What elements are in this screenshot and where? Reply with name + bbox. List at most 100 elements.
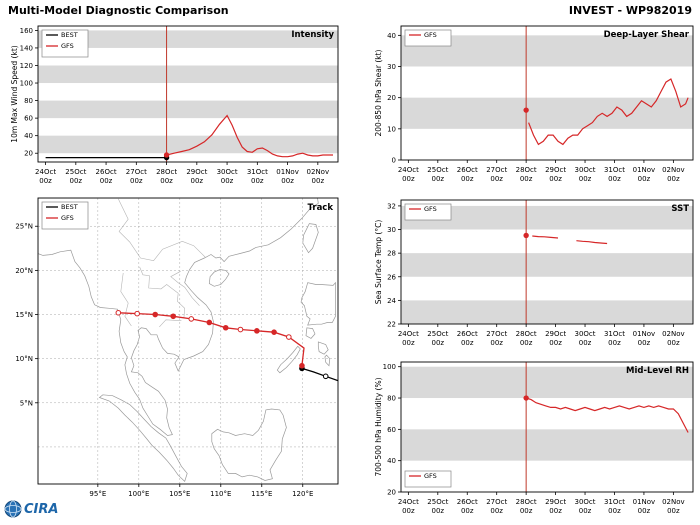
country-border xyxy=(170,271,200,306)
x-tick-sublabel: 00z xyxy=(432,339,445,347)
plot-frame xyxy=(37,25,339,163)
x-tick-sublabel: 00z xyxy=(490,175,503,183)
x-tick-label: 29Oct xyxy=(545,166,566,174)
plot-frame xyxy=(400,199,694,325)
lat-tick-label: 20°N xyxy=(15,267,33,275)
x-tick-label: 26Oct xyxy=(96,168,117,176)
x-tick-label: 27Oct xyxy=(486,166,507,174)
x-tick-label: 27Oct xyxy=(486,330,507,338)
y-tick-label: 30 xyxy=(387,63,396,71)
x-tick-sublabel: 00z xyxy=(461,175,474,183)
x-tick-sublabel: 00z xyxy=(461,339,474,347)
land-sumatra xyxy=(98,394,188,483)
plot-frame xyxy=(400,361,694,493)
x-tick-sublabel: 00z xyxy=(281,177,294,185)
y-tick-label: 28 xyxy=(387,250,396,258)
y-tick-label: 0 xyxy=(392,157,396,165)
x-tick-label: 30Oct xyxy=(575,330,596,338)
country-border xyxy=(118,198,206,262)
y-tick-label: 80 xyxy=(24,97,33,105)
x-tick-sublabel: 00z xyxy=(579,507,592,515)
gfs-marker xyxy=(163,152,170,158)
x-tick-sublabel: 00z xyxy=(579,175,592,183)
legend-label: BEST xyxy=(61,203,78,211)
y-tick-label: 40 xyxy=(387,457,396,465)
x-tick-label: 01Nov xyxy=(633,330,656,338)
gfs-track-point xyxy=(222,324,229,331)
panel-title: SST xyxy=(671,204,689,214)
y-tick-label: 26 xyxy=(387,273,396,281)
best-track-point xyxy=(322,373,329,380)
lat-tick-label: 10°N xyxy=(15,355,33,363)
band xyxy=(38,30,338,48)
x-tick-sublabel: 00z xyxy=(432,175,445,183)
x-tick-sublabel: 00z xyxy=(608,507,621,515)
gfs-line xyxy=(532,235,559,239)
x-tick-sublabel: 00z xyxy=(100,177,113,185)
x-tick-sublabel: 00z xyxy=(608,339,621,347)
gfs-marker xyxy=(523,107,529,113)
x-tick-label: 28Oct xyxy=(156,168,177,176)
gfs-line xyxy=(576,240,608,245)
panel-title: Intensity xyxy=(291,30,334,40)
band xyxy=(401,97,693,129)
x-tick-sublabel: 00z xyxy=(39,177,52,185)
y-tick-label: 140 xyxy=(20,44,33,52)
y-tick-label: 20 xyxy=(24,150,33,158)
x-tick-sublabel: 00z xyxy=(667,507,680,515)
band xyxy=(401,366,693,399)
x-tick-label: 26Oct xyxy=(457,330,478,338)
gfs-track-point xyxy=(115,309,122,316)
x-tick-label: 30Oct xyxy=(575,498,596,506)
legend-label: GFS xyxy=(61,214,74,222)
lat-tick-label: 5°N xyxy=(20,399,33,407)
gfs-track-point xyxy=(237,326,244,333)
x-tick-sublabel: 00z xyxy=(251,177,264,185)
rh-chart: 2040608010024Oct00z25Oct00z26Oct00z27Oct… xyxy=(383,361,694,515)
y-tick-label: 80 xyxy=(387,395,396,403)
y-tick-label: 20 xyxy=(387,94,396,102)
y-tick-label: 10 xyxy=(387,125,396,133)
x-tick-label: 27Oct xyxy=(486,498,507,506)
x-tick-label: 29Oct xyxy=(545,498,566,506)
plot-frame xyxy=(400,25,694,161)
lon-tick-label: 110°E xyxy=(210,490,231,498)
y-tick-label: 60 xyxy=(387,426,396,434)
x-tick-sublabel: 00z xyxy=(461,507,474,515)
x-tick-label: 02Nov xyxy=(662,166,685,174)
land-negros xyxy=(324,354,331,367)
x-tick-sublabel: 00z xyxy=(549,339,562,347)
lon-tick-label: 95°E xyxy=(89,490,106,498)
land-hainan xyxy=(208,269,230,287)
gfs-track-point xyxy=(152,311,159,318)
x-tick-label: 24Oct xyxy=(398,166,419,174)
land-mindoro xyxy=(305,327,316,339)
lat-tick-label: 15°N xyxy=(15,311,33,319)
y-tick-label: 24 xyxy=(387,297,396,305)
y-tick-label: 32 xyxy=(387,202,396,210)
legend-label: GFS xyxy=(424,472,437,480)
x-tick-label: 28Oct xyxy=(516,330,537,338)
page-title: Multi-Model Diagnostic Comparison xyxy=(8,4,229,17)
gfs-line xyxy=(166,114,333,158)
gfs-track-point xyxy=(170,313,177,320)
x-tick-sublabel: 00z xyxy=(638,507,651,515)
x-tick-sublabel: 00z xyxy=(520,339,533,347)
x-tick-label: 02Nov xyxy=(662,330,685,338)
x-tick-sublabel: 00z xyxy=(579,339,592,347)
y-tick-label: 120 xyxy=(20,62,33,70)
x-tick-label: 31Oct xyxy=(604,330,625,338)
x-tick-label: 24Oct xyxy=(398,330,419,338)
x-tick-sublabel: 00z xyxy=(70,177,83,185)
x-tick-sublabel: 00z xyxy=(402,339,415,347)
band xyxy=(38,100,338,119)
gfs-marker xyxy=(523,395,529,401)
country-border xyxy=(159,319,182,328)
x-tick-label: 24Oct xyxy=(398,498,419,506)
legend-box xyxy=(404,203,452,221)
x-tick-sublabel: 00z xyxy=(520,507,533,515)
x-tick-label: 29Oct xyxy=(545,330,566,338)
y-tick-label: 100 xyxy=(383,363,396,371)
best-track xyxy=(301,367,338,382)
